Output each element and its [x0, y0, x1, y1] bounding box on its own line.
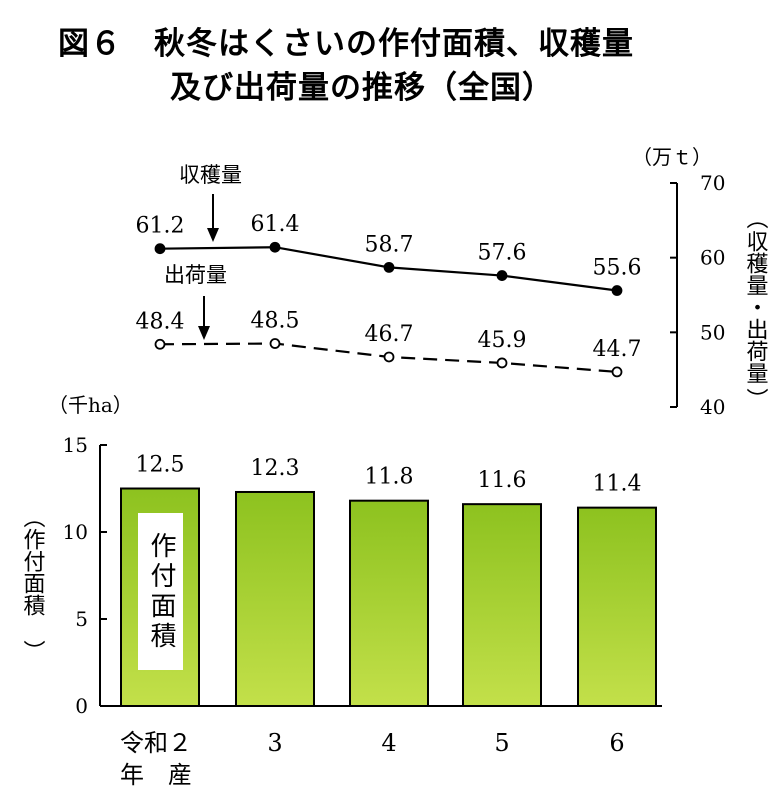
- shipment-arrow-head: [198, 326, 210, 340]
- bar-y-axis-label-paren-close: ）: [20, 640, 46, 662]
- bar-value-label: 12.5: [136, 453, 185, 478]
- line-chart: 40 50 60 70 （万ｔ） 収穫量・出荷量 （ ） 61.2 61.4 58.7 57…: [136, 145, 769, 419]
- bar-y-ticks: 0 5 10 15: [63, 433, 107, 718]
- x-label-first-line1: 令和２: [120, 729, 192, 757]
- harvest-value-label: 55.6: [593, 256, 642, 281]
- x-labels-rest: 3 4 5 6: [267, 729, 624, 757]
- bars-group: 12.5 12.3 11.8 11.6 11.4: [120, 453, 657, 708]
- harvest-value-label: 58.7: [365, 232, 414, 257]
- line-y-ticks: 40 50 60 70: [670, 171, 725, 419]
- bar-value-label: 12.3: [251, 456, 300, 481]
- bar-inner-label-box: [138, 513, 183, 670]
- bar-inner-label: 作付面積: [146, 532, 176, 652]
- bar: [462, 503, 542, 707]
- bar-value-label: 11.6: [478, 468, 527, 493]
- shipment-point: [496, 357, 508, 369]
- line-y-axis-label: 収穫量・出荷量: [743, 230, 769, 384]
- x-label-first-line2: 年 産: [120, 761, 192, 789]
- x-label: 5: [494, 729, 509, 757]
- shipment-value-label: 45.9: [478, 328, 527, 353]
- line-y-tick-label: 60: [700, 246, 725, 270]
- shipment-arrow-label: 出荷量: [164, 263, 227, 287]
- bar-value-label: 11.8: [365, 465, 414, 490]
- line-y-tick-label: 40: [700, 395, 725, 419]
- line-unit-label: （万ｔ）: [632, 145, 712, 169]
- x-label: 6: [609, 729, 624, 757]
- harvest-value-label: 57.6: [478, 241, 527, 266]
- harvest-arrow-label: 収穫量: [179, 163, 242, 187]
- harvest-point: [154, 243, 166, 255]
- harvest-point: [496, 270, 508, 281]
- bar-y-axis-label: 作付面積: [20, 528, 46, 616]
- shipment-point: [383, 351, 395, 363]
- shipment-value-label: 48.4: [136, 309, 185, 334]
- bar-value-label: 11.4: [593, 472, 642, 497]
- shipment-point: [269, 338, 281, 349]
- bar: [349, 499, 429, 707]
- harvest-arrow-head: [207, 228, 219, 242]
- chart-title-line2: 及び出荷量の推移（全国）: [170, 70, 554, 106]
- shipment-value-label: 48.5: [251, 309, 300, 334]
- x-label: 4: [381, 729, 396, 757]
- harvest-value-label: 61.4: [251, 212, 300, 237]
- x-axis-labels: 令和２ 年 産 3 4 5 6: [120, 729, 625, 789]
- bar-y-tick-label: 10: [63, 520, 88, 544]
- chart-title-line1: 図６ 秋冬はくさいの作付面積、収穫量: [58, 26, 634, 62]
- harvest-value-label: 61.2: [136, 214, 185, 239]
- line-y-tick-label: 50: [700, 320, 725, 344]
- bar: [235, 490, 315, 708]
- bar-y-tick-label: 0: [75, 694, 88, 718]
- shipment-point: [154, 338, 166, 350]
- bar-y-tick-label: 5: [75, 607, 88, 631]
- line-series-group: 61.2 61.4 58.7 57.6 55.6 48.4 48.5 46.7 45.9 44.7: [136, 212, 642, 378]
- x-label: 3: [267, 729, 282, 757]
- bar-y-tick-label: 15: [63, 433, 88, 457]
- harvest-point: [269, 241, 281, 253]
- harvest-point: [383, 261, 395, 273]
- bar-unit-label: （千ha）: [48, 393, 133, 417]
- line-y-axis-label-paren-close: ）: [743, 388, 769, 410]
- bar-chart: （千ha） 0 5 10 15 （ 作付面積 ） 12.5 12.3 11.8 11.6 11…: [20, 393, 662, 718]
- line-y-tick-label: 70: [700, 171, 725, 195]
- shipment-value-label: 46.7: [365, 322, 414, 347]
- bar-y-axis-label-paren-open: （: [20, 506, 46, 528]
- harvest-point: [611, 285, 623, 296]
- line-y-axis-label-paren-open: （: [743, 207, 769, 229]
- shipment-point: [611, 366, 623, 378]
- shipment-value-label: 44.7: [593, 337, 642, 362]
- bar: [577, 506, 657, 708]
